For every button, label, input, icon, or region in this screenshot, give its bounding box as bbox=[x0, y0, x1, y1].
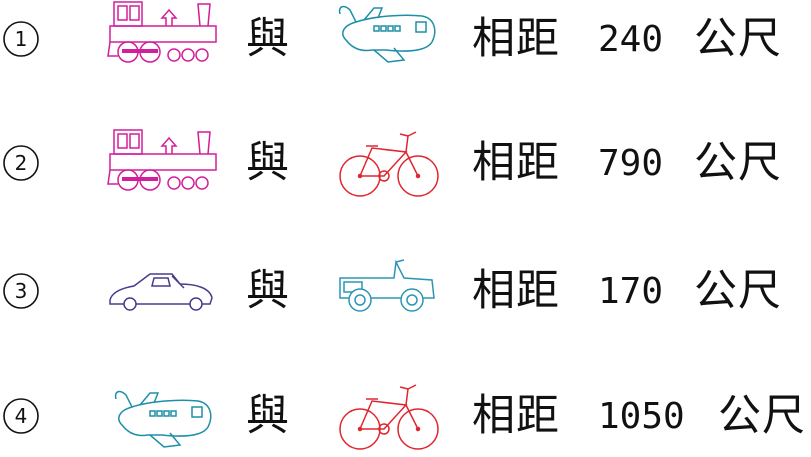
svg-text:3: 3 bbox=[15, 279, 28, 303]
problem-row-1: 1 與 相距 240 公 bbox=[0, 0, 811, 80]
unit-label: 公尺 bbox=[718, 391, 806, 441]
problem-row-3: 3 與 相距 170 公尺 bbox=[0, 252, 811, 332]
svg-text:4: 4 bbox=[15, 404, 28, 428]
circled-number: 1 bbox=[3, 21, 39, 57]
distance-label: 相距 bbox=[472, 391, 560, 441]
unit-label: 公尺 bbox=[694, 14, 782, 64]
distance-value: 1050 bbox=[598, 396, 685, 437]
circled-number: 4 bbox=[3, 398, 39, 434]
unit-label: 公尺 bbox=[694, 138, 782, 188]
distance-label: 相距 bbox=[472, 266, 560, 316]
connector-word: 與 bbox=[246, 138, 289, 188]
connector-word: 與 bbox=[246, 266, 289, 316]
airplane-icon bbox=[114, 390, 212, 448]
svg-text:2: 2 bbox=[15, 151, 28, 175]
distance-value: 240 bbox=[598, 19, 664, 60]
airplane-icon bbox=[338, 5, 436, 63]
circled-number: 2 bbox=[3, 145, 39, 181]
connector-word: 與 bbox=[246, 14, 289, 64]
bicycle-icon bbox=[339, 131, 439, 197]
connector-word: 與 bbox=[246, 391, 289, 441]
distance-label: 相距 bbox=[472, 138, 560, 188]
train-icon bbox=[107, 129, 217, 191]
problem-row-2: 2 與 相距 bbox=[0, 124, 811, 204]
train-icon bbox=[107, 1, 217, 63]
car-icon bbox=[109, 273, 213, 311]
bicycle-icon bbox=[339, 384, 439, 450]
distance-value: 790 bbox=[598, 143, 664, 184]
circled-number: 3 bbox=[3, 273, 39, 309]
problem-row-4: 4 與 相距 1050 公尺 bbox=[0, 377, 811, 457]
jeep-icon bbox=[339, 259, 435, 312]
svg-text:1: 1 bbox=[15, 27, 28, 51]
distance-label: 相距 bbox=[472, 14, 560, 64]
distance-value: 170 bbox=[598, 271, 664, 312]
unit-label: 公尺 bbox=[694, 266, 782, 316]
